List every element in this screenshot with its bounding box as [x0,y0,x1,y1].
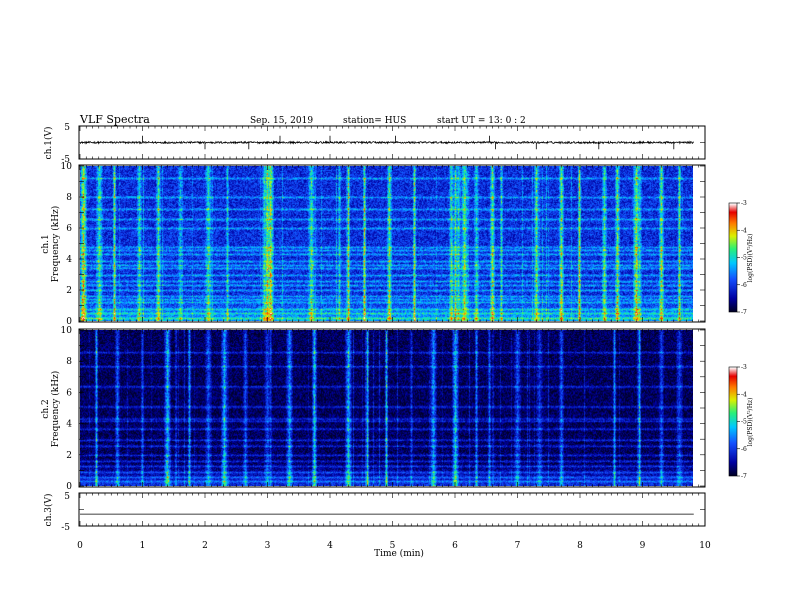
y-tick-label: 2 [66,286,72,296]
y-tick-label: 10 [61,326,73,336]
x-tick-label: 9 [640,541,646,551]
x-tick-label: 4 [327,541,333,551]
ch1-waveform-trace [80,135,694,150]
ch1-spectrogram-panel: 0 2 4 6 8 10 ch.1 Frequency (kHz) [41,162,706,327]
x-tick-label: 5 [390,541,396,551]
time-axis-label: Time (min) [374,548,424,559]
ch2-colorbar-ticks: -3 -4 -5 -6 -7 [737,364,747,480]
ch2-colorbar-label: log(PSD)(V²/Hz) [747,398,754,447]
start-time-label: start UT = 13: 0 : 2 [437,116,526,126]
ch3-waveform-panel: 5 -5 ch.3(V) [43,492,706,533]
station-label: station= HUS [343,116,406,126]
ch1-spectrogram-ticks [79,165,706,322]
ch2-colorbar: -3 -4 -5 -6 -7 log(PSD)(V²/Hz) [728,364,754,480]
y-tick-label: 2 [66,451,72,461]
date-label: Sep. 15, 2019 [250,116,313,126]
colorbar-tick-label: -4 [741,391,747,398]
x-tick-label: 8 [577,541,583,551]
ch1-colorbar-gradient [729,203,737,312]
ch1-colorbar-ticks: -3 -4 -5 -6 -7 [737,200,747,316]
ch3-waveform-ticks [79,493,706,526]
ch1-waveform-ticks [79,126,706,159]
ch1-colorbar: -3 -4 -5 -6 -7 log(PSD)(V²/Hz) [728,200,754,316]
ch2-spectrogram-panel: 0 2 4 6 8 10 ch.2 Frequency (kHz) [41,326,706,492]
ch2-frequency-label: Frequency (kHz) [50,371,61,448]
colorbar-tick-label: -3 [741,364,747,371]
ch2-colorbar-gradient [729,367,737,476]
ch3-ytick-bottom: -5 [61,523,70,533]
ch1-waveform-ylabel: ch.1(V) [43,127,54,160]
ch2-spectrogram-heatmap [80,330,693,486]
ch1-ytick-bottom: -5 [61,155,70,165]
x-tick-label: 7 [515,541,521,551]
colorbar-tick-label: -6 [741,446,747,453]
y-tick-label: 0 [66,482,72,492]
ch2-spectrogram-ticks [79,329,706,487]
y-tick-label: 4 [66,420,72,430]
y-tick-label: 8 [66,193,72,203]
figure-title: VLF Spectra [79,113,150,126]
y-tick-label: 0 [66,317,72,327]
ch1-spectrogram-ytick-labels: 0 2 4 6 8 10 [61,162,73,327]
y-tick-label: 6 [66,388,72,398]
ch3-ytick-top: 5 [64,492,70,502]
x-tick-label: 1 [140,541,146,551]
y-tick-label: 6 [66,224,72,234]
ch3-waveform-frame [78,492,706,527]
colorbar-tick-label: -4 [741,227,747,234]
ch3-waveform-ylabel: ch.3(V) [43,494,54,527]
x-tick-label: 0 [77,541,83,551]
colorbar-tick-label: -3 [741,200,747,207]
colorbar-tick-label: -5 [741,419,747,426]
colorbar-tick-label: -6 [741,282,747,289]
ch2-channel-label: ch.2 [41,399,51,418]
x-tick-label: 10 [699,541,711,551]
colorbar-tick-label: -7 [741,309,747,316]
x-tick-label: 2 [202,541,208,551]
x-tick-label: 6 [452,541,458,551]
ch1-frequency-label: Frequency (kHz) [50,206,61,283]
colorbar-tick-label: -5 [741,255,747,262]
ch1-waveform-panel: 5 -5 ch.1(V) [43,123,706,165]
ch1-colorbar-label: log(PSD)(V²/Hz) [747,234,754,283]
x-tick-label: 3 [265,541,271,551]
y-tick-label: 10 [61,162,73,172]
ch1-channel-label: ch.1 [41,234,51,253]
time-axis-tick-labels: 0 1 2 3 4 5 6 7 8 9 10 [77,541,711,551]
ch1-spectrogram-heatmap [80,166,693,321]
y-tick-label: 4 [66,255,72,265]
ch1-ytick-top: 5 [64,123,70,133]
ch2-spectrogram-ytick-labels: 0 2 4 6 8 10 [61,326,73,492]
y-tick-label: 8 [66,357,72,367]
colorbar-tick-label: -7 [741,473,747,480]
